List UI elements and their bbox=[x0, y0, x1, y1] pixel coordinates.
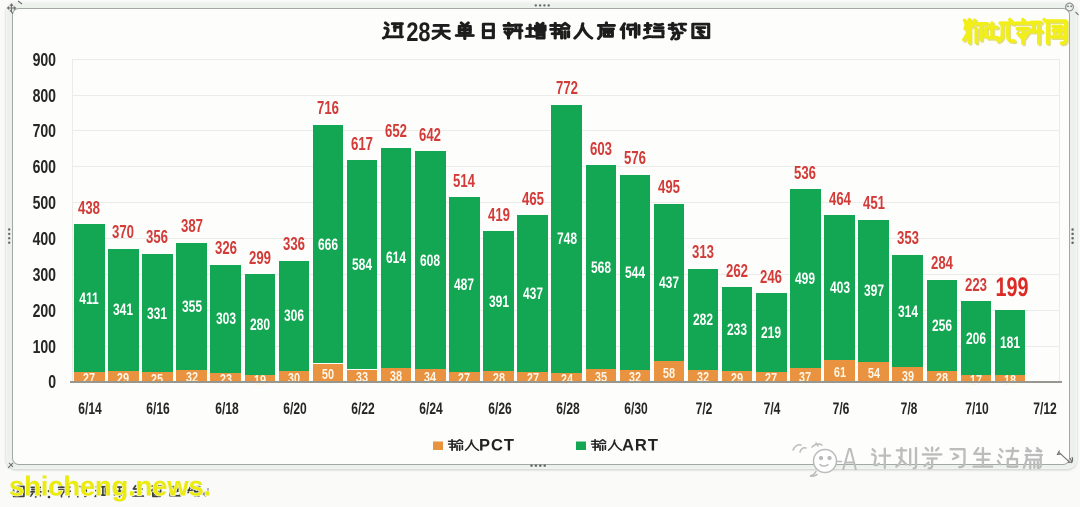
svg-text:28: 28 bbox=[406, 18, 430, 48]
svg-text:ART: ART bbox=[622, 437, 659, 455]
svg-text:shicheng.news.: shicheng.news. bbox=[9, 471, 211, 502]
svg-text:PCT: PCT bbox=[479, 437, 515, 455]
